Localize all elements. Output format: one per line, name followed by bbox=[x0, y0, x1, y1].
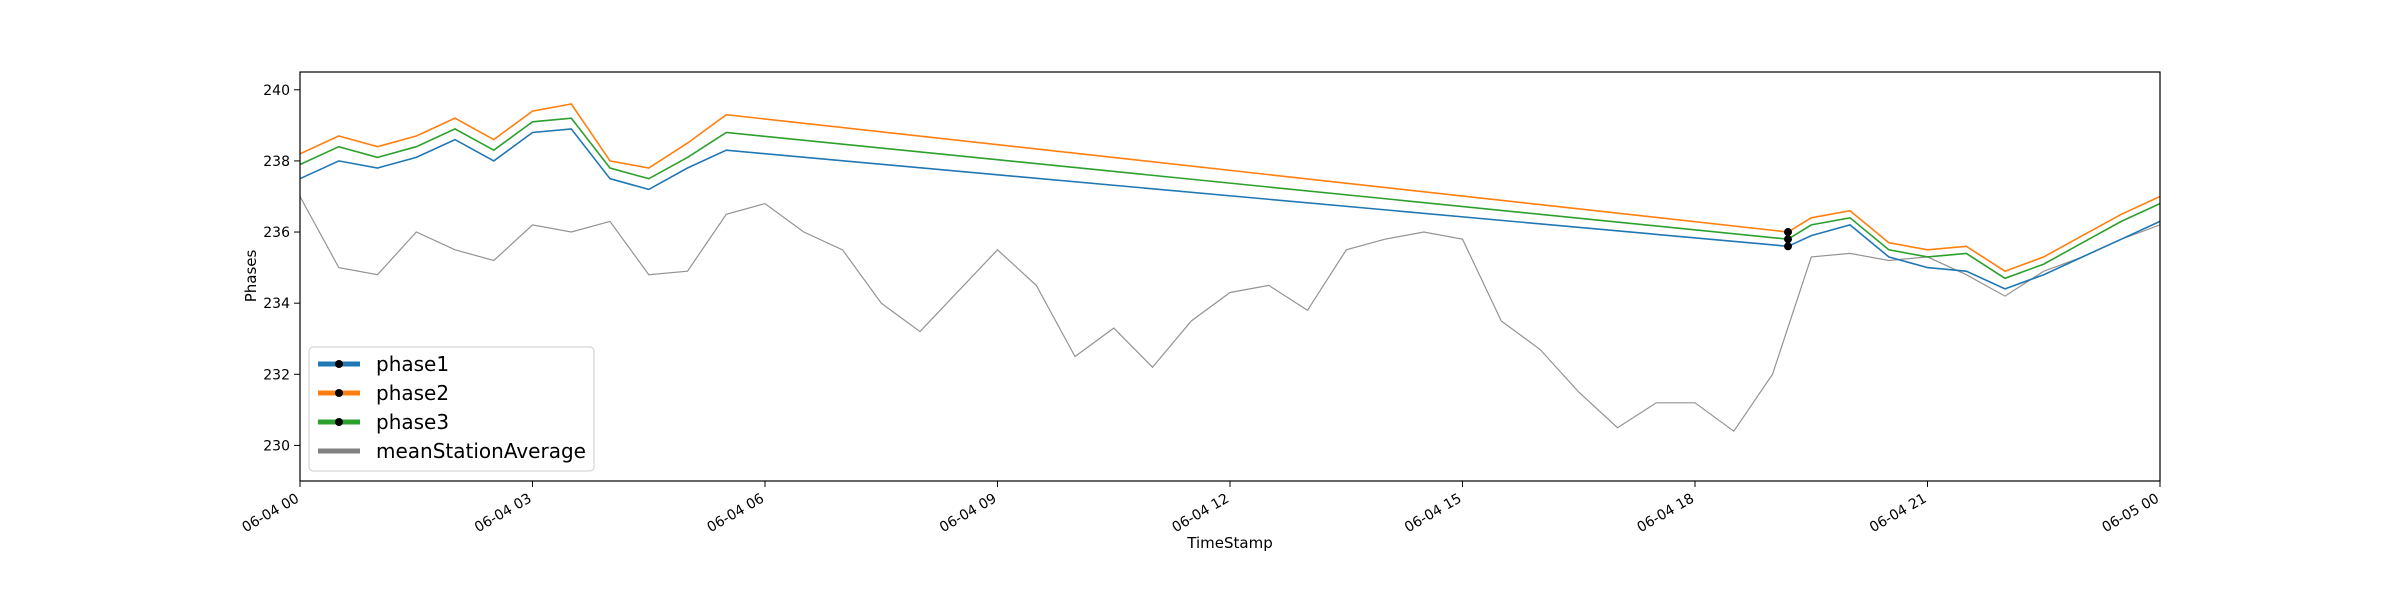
x-axis-label: TimeStamp bbox=[1186, 534, 1272, 552]
marker-phase1 bbox=[1784, 242, 1792, 251]
series-layer bbox=[299, 103, 2161, 433]
y-tick-label: 234 bbox=[263, 296, 290, 312]
x-tick-label: 06-04 03 bbox=[472, 491, 535, 536]
legend-label-phase2: phase2 bbox=[376, 381, 449, 405]
x-axis: 06-04 00 06-04 03 06-04 06 06-04 09 06-04 12… bbox=[239, 481, 2162, 536]
y-tick-label: 240 bbox=[263, 83, 290, 99]
x-tick-label: 06-04 06 bbox=[704, 491, 767, 536]
legend-marker-phase3 bbox=[335, 418, 343, 426]
y-tick-label: 232 bbox=[263, 367, 290, 383]
y-axis-label: Phases bbox=[242, 250, 260, 303]
x-tick-label: 06-04 21 bbox=[1867, 491, 1930, 536]
legend-marker-phase1 bbox=[335, 360, 343, 368]
legend-label-meanStationAverage: meanStationAverage bbox=[376, 439, 586, 463]
marker-phase2 bbox=[1784, 228, 1792, 237]
y-tick-label: 236 bbox=[263, 225, 290, 241]
series-line-meanStationAverage bbox=[299, 196, 2161, 433]
legend-frame bbox=[308, 346, 595, 472]
legend: phase1 phase2 phase3 meanStationAverage bbox=[308, 346, 595, 472]
x-tick-label: 06-04 15 bbox=[1402, 491, 1465, 536]
legend-label-phase3: phase3 bbox=[376, 410, 449, 434]
marker-phase3 bbox=[1784, 235, 1792, 244]
x-tick-label: 06-04 12 bbox=[1169, 491, 1232, 536]
x-tick-label: 06-04 09 bbox=[937, 491, 1000, 536]
x-tick-label: 06-04 18 bbox=[1634, 491, 1697, 536]
y-axis: 230 232 234 236 238 240 bbox=[263, 83, 300, 454]
y-tick-label: 238 bbox=[263, 154, 290, 170]
series-line-phase2 bbox=[299, 103, 2161, 273]
x-tick-label: 06-05 00 bbox=[2099, 491, 2162, 536]
legend-marker-phase2 bbox=[335, 389, 343, 397]
y-tick-label: 230 bbox=[263, 438, 290, 454]
x-tick-label: 06-04 00 bbox=[239, 491, 302, 536]
series-line-phase1 bbox=[299, 128, 2161, 290]
legend-label-phase1: phase1 bbox=[376, 352, 449, 376]
series-line-phase3 bbox=[299, 117, 2161, 280]
